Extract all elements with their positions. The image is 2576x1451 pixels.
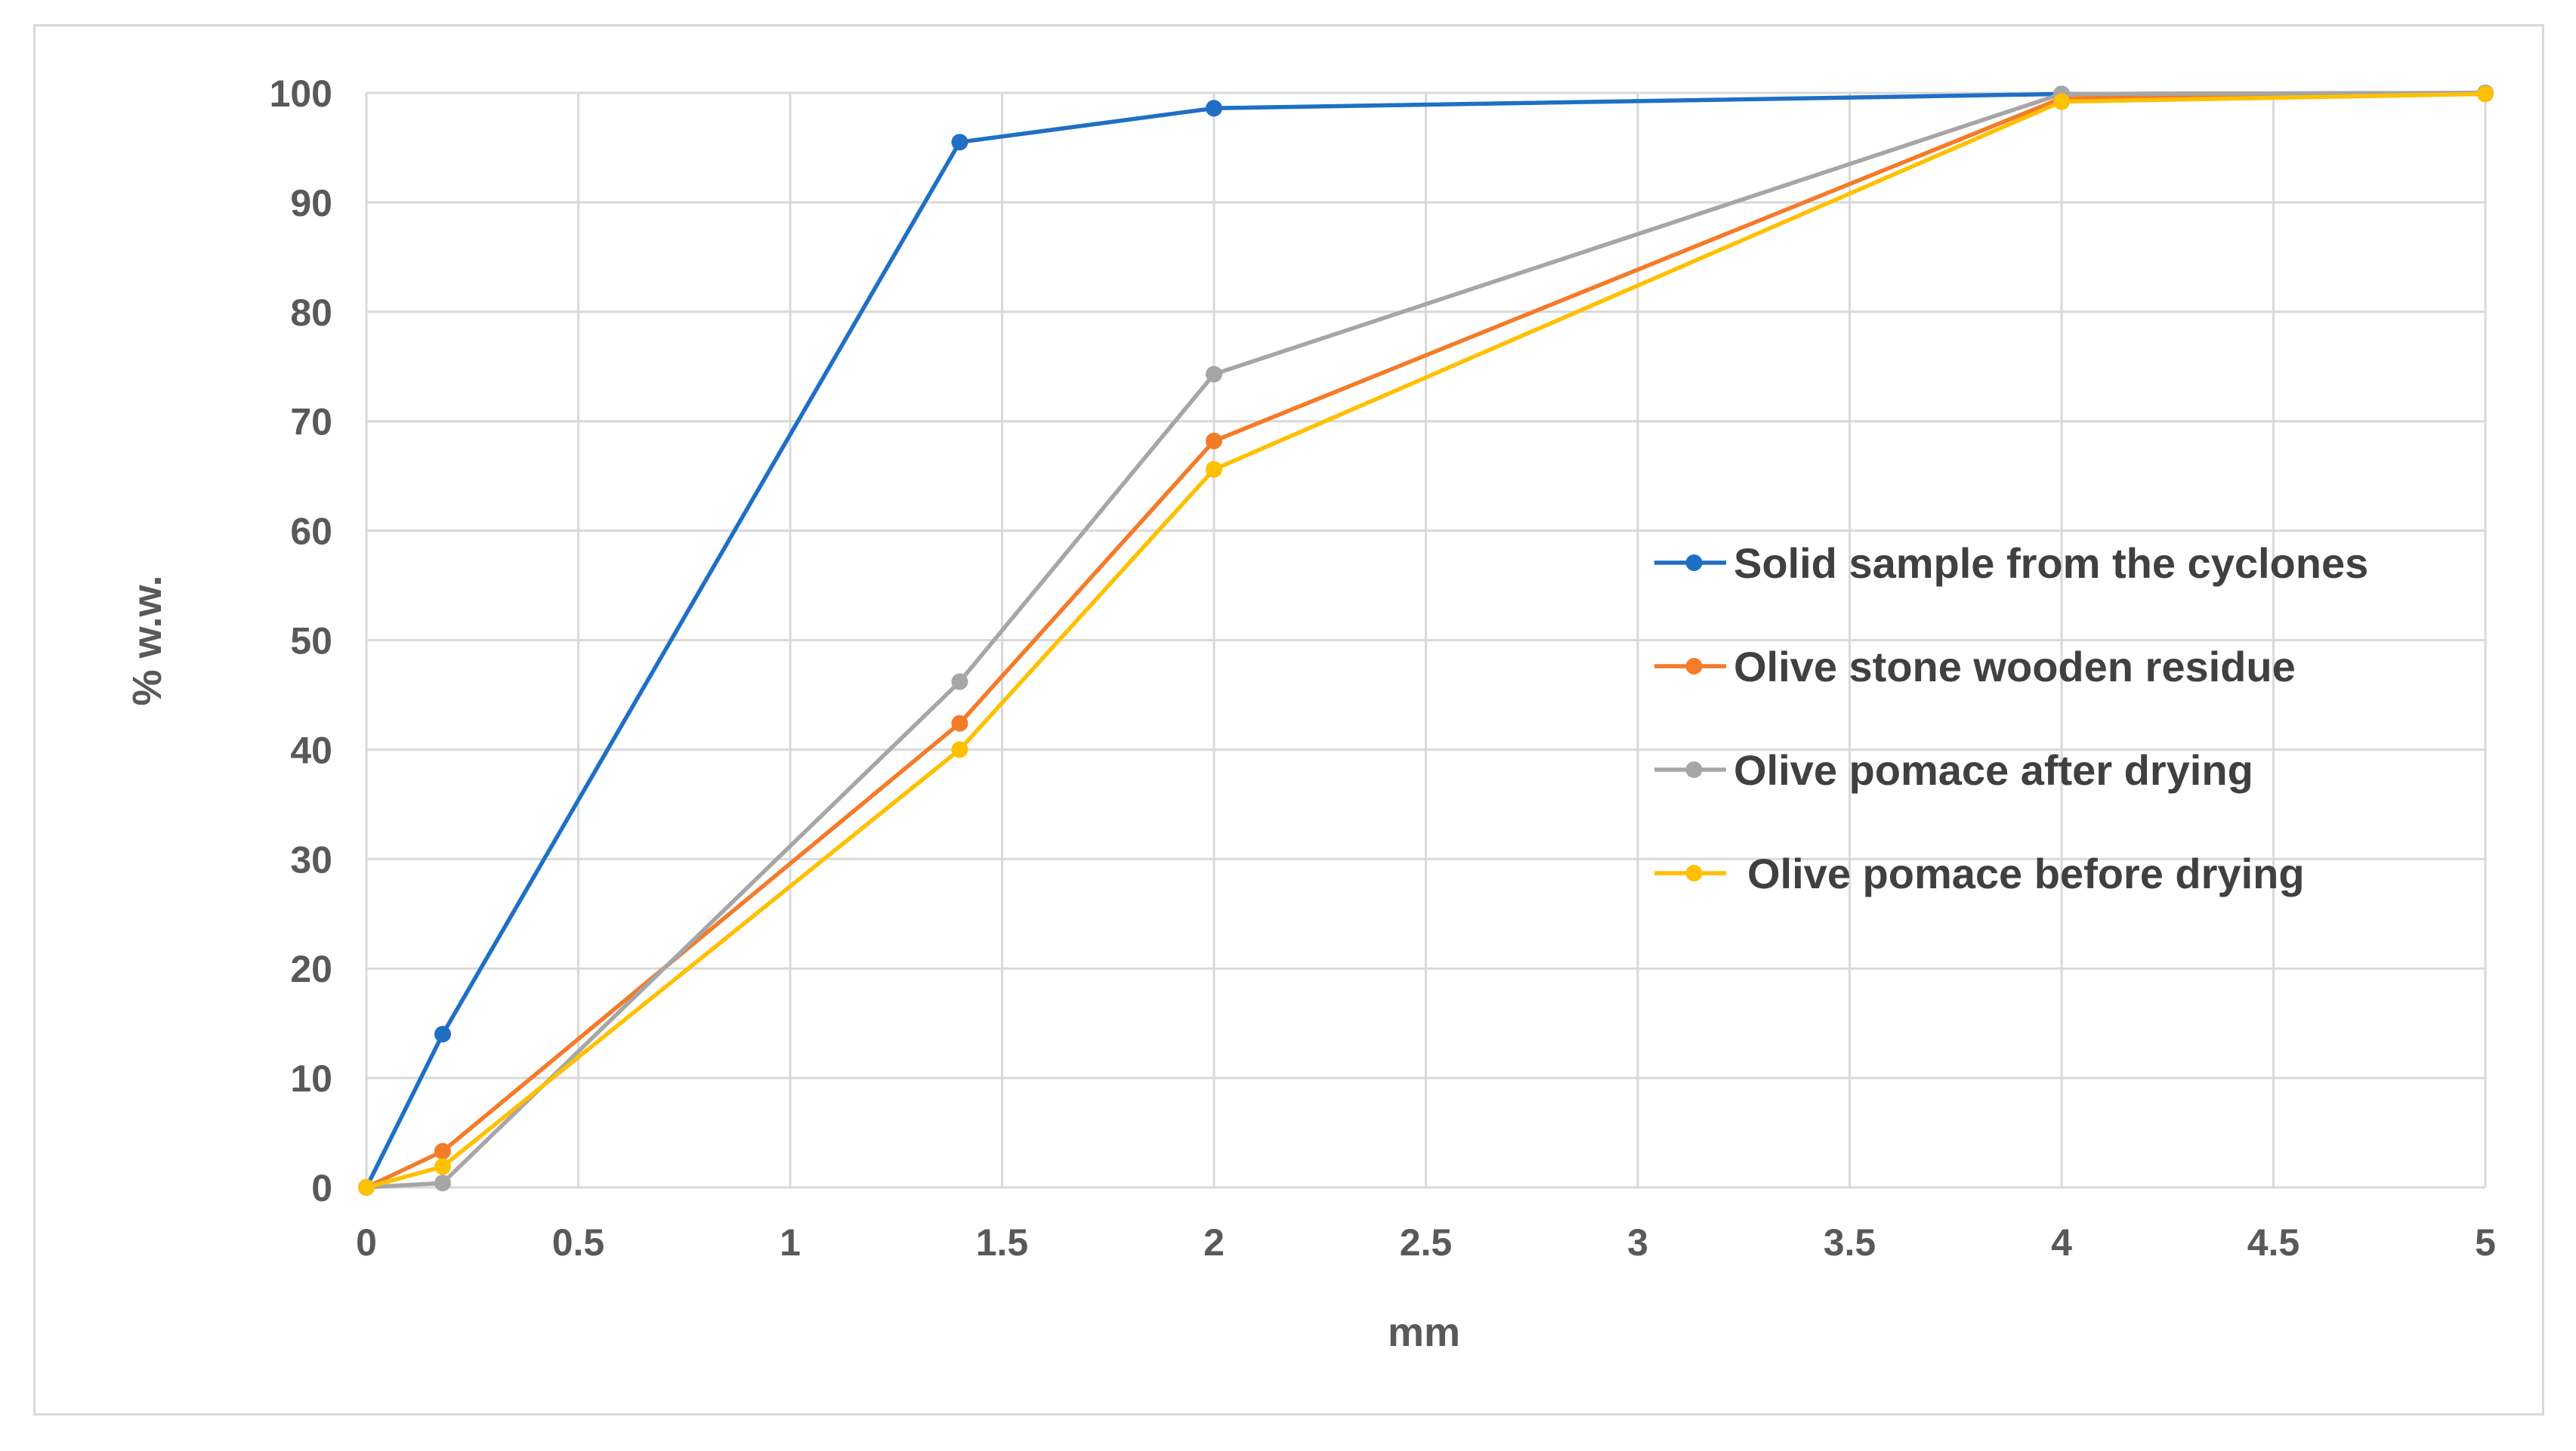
legend-label: Olive pomace before drying xyxy=(1747,850,2305,897)
x-tick-label: 1 xyxy=(780,1221,801,1264)
data-point xyxy=(2053,93,2070,110)
data-point xyxy=(951,715,968,732)
y-tick-label: 20 xyxy=(290,948,332,990)
y-tick-label: 70 xyxy=(290,401,332,443)
y-axis-title: % w.w. xyxy=(125,575,170,705)
data-point xyxy=(434,1143,451,1160)
data-point xyxy=(1206,100,1222,117)
data-point xyxy=(434,1158,451,1175)
series-line xyxy=(364,91,2488,1190)
x-tick-label: 4.5 xyxy=(2247,1221,2300,1264)
x-axis-ticks: 0 0.5 1 1.5 2 2.5 3 3.5 4 4.5 5 xyxy=(356,1221,2496,1264)
chart-frame xyxy=(33,24,2544,1415)
x-tick-label: 3 xyxy=(1627,1221,1648,1264)
data-point xyxy=(951,134,968,151)
y-tick-label: 100 xyxy=(270,73,332,115)
legend-marker xyxy=(1685,554,1703,571)
series-layer xyxy=(358,85,2494,1196)
data-point xyxy=(2477,85,2494,103)
y-tick-label: 50 xyxy=(290,620,332,662)
legend-label: Olive stone wooden residue xyxy=(1734,643,2296,690)
gridlines xyxy=(365,91,2487,1189)
data-point xyxy=(358,1179,375,1196)
x-tick-label: 2 xyxy=(1203,1221,1225,1264)
data-point xyxy=(1206,366,1222,383)
x-tick-label: 0.5 xyxy=(552,1221,605,1264)
legend-entry: Olive pomace after drying xyxy=(1654,746,2253,794)
x-axis-title: mm xyxy=(1388,1310,1460,1355)
x-tick-label: 1.5 xyxy=(976,1221,1029,1264)
data-point xyxy=(951,741,968,758)
y-tick-label: 40 xyxy=(290,729,332,771)
legend-entry: Solid sample from the cyclones xyxy=(1654,539,2368,587)
data-point xyxy=(434,1175,451,1192)
data-point xyxy=(1206,461,1222,478)
x-tick-label: 2.5 xyxy=(1400,1221,1453,1264)
y-tick-label: 60 xyxy=(290,511,332,553)
legend-entry: Olive stone wooden residue xyxy=(1654,643,2296,690)
legend-marker xyxy=(1685,761,1703,778)
data-point xyxy=(434,1026,451,1043)
legend-marker xyxy=(1685,865,1703,881)
x-tick-label: 3.5 xyxy=(1824,1221,1876,1264)
data-point xyxy=(951,673,968,690)
series-line xyxy=(364,91,2488,1190)
y-tick-label: 0 xyxy=(311,1167,332,1209)
x-tick-label: 0 xyxy=(356,1221,377,1264)
x-tick-label: 5 xyxy=(2475,1221,2496,1264)
legend: Solid sample from the cyclones Olive ston… xyxy=(1654,539,2368,897)
y-tick-label: 30 xyxy=(290,838,332,881)
y-tick-label: 80 xyxy=(290,292,332,334)
series-line xyxy=(364,91,2488,1190)
legend-marker xyxy=(1685,658,1703,675)
y-tick-label: 90 xyxy=(290,182,332,224)
data-point xyxy=(1206,432,1222,449)
series-4 xyxy=(358,85,2494,1196)
legend-label: Olive pomace after drying xyxy=(1734,746,2253,794)
y-tick-label: 10 xyxy=(290,1057,332,1100)
x-tick-label: 4 xyxy=(2051,1221,2072,1264)
y-axis-ticks: 0 10 20 30 40 50 60 70 80 90 100 xyxy=(270,73,332,1209)
legend-entry: Olive pomace before drying xyxy=(1654,850,2305,897)
legend-label: Solid sample from the cyclones xyxy=(1734,539,2368,587)
